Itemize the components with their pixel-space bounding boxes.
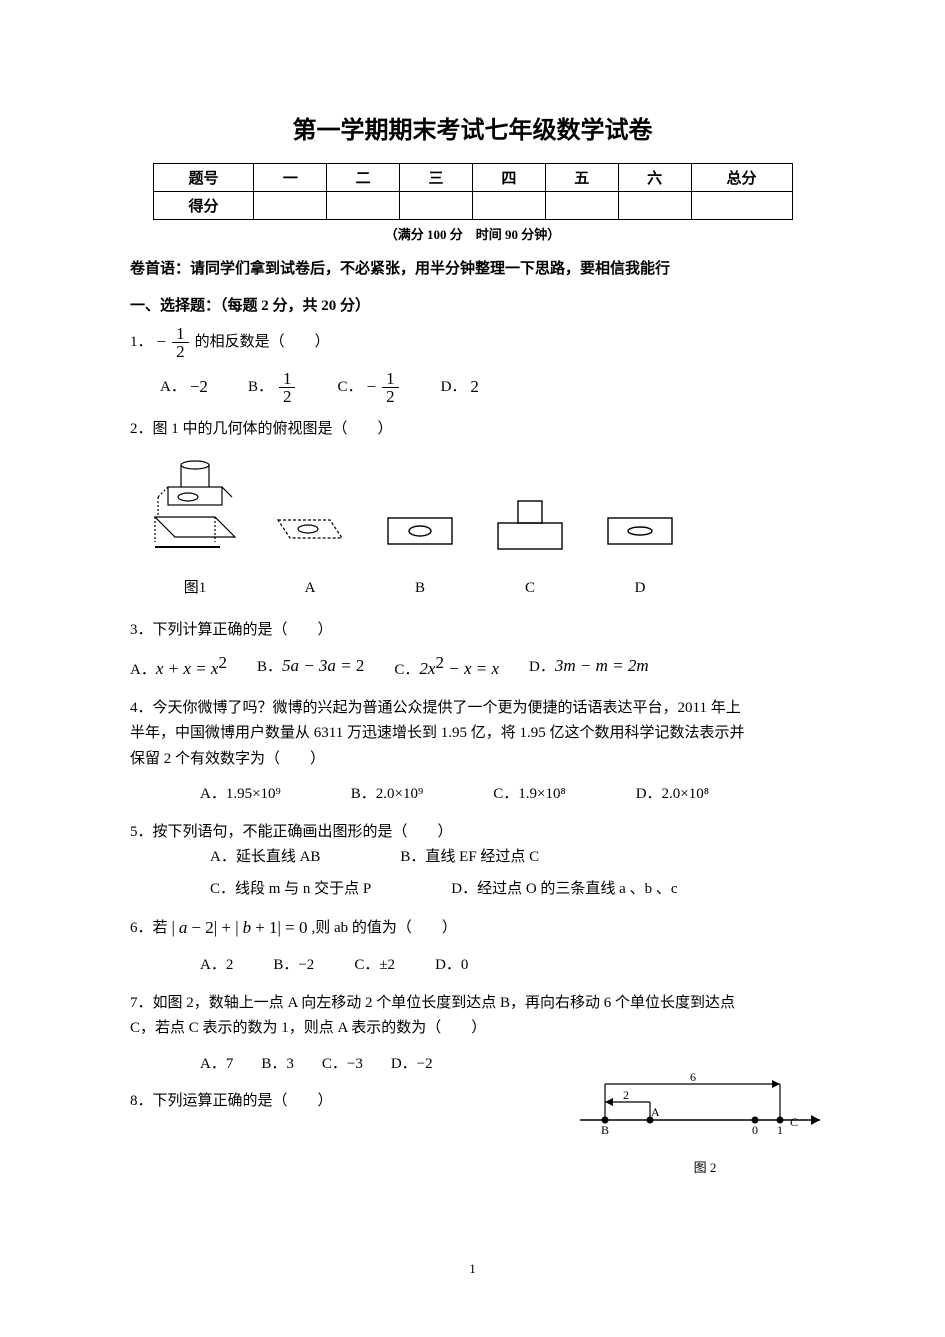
table-cell: 题号 xyxy=(153,164,254,192)
q2-label-1: A xyxy=(270,576,350,602)
q6-opt-d: D．0 xyxy=(435,953,468,979)
q4-line1: 4．今天你微博了吗？微博的兴起为普通公众提供了一个更为便捷的话语表达平台，201… xyxy=(130,696,815,722)
solid-figure-icon xyxy=(150,457,240,567)
q5-opt-d: D．经过点 O 的三条直线 a 、b 、c xyxy=(451,877,677,903)
q4-opt-a: A．1.95×10⁹ xyxy=(200,782,281,808)
q4-line2: 半年，中国微博用户数量从 6311 万迅速增长到 1.95 亿，将 1.95 亿… xyxy=(130,721,815,747)
option-b-icon xyxy=(380,512,460,567)
table-cell xyxy=(618,192,691,220)
q1-stem-pre: 1． xyxy=(130,330,153,356)
option-c-icon xyxy=(490,497,570,567)
fraction-icon: 12 xyxy=(172,325,189,360)
q3-stem: 3．下列计算正确的是（ ） xyxy=(130,618,815,644)
svg-text:C: C xyxy=(790,1115,798,1129)
page-title: 第一学期期末考试七年级数学试卷 xyxy=(130,110,815,145)
table-cell xyxy=(327,192,400,220)
preface: 卷首语：请同学们拿到试卷后，不必紧张，用半分钟整理一下思路，要相信我能行 xyxy=(130,257,815,278)
question-5: 5．按下列语句，不能正确画出图形的是（ ） A．延长直线 AB B．直线 EF 经… xyxy=(130,820,815,903)
q7-line1: 7．如图 2，数轴上一点 A 向左移动 2 个单位长度到达点 B，再向右移动 6… xyxy=(130,991,815,1017)
q7-opt-c: C．−3 xyxy=(322,1052,363,1078)
q4-opt-c: C．1.9×10⁸ xyxy=(493,782,565,808)
q2-label-3: C xyxy=(490,576,570,602)
question-3: 3．下列计算正确的是（ ） A．x + x = x2 B．5a − 3a = 2… xyxy=(130,618,815,684)
table-cell xyxy=(691,192,792,220)
question-4: 4．今天你微博了吗？微博的兴起为普通公众提供了一个更为便捷的话语表达平台，201… xyxy=(130,696,815,808)
q2-stem: 2．图 1 中的几何体的俯视图是（ ） xyxy=(130,417,815,443)
svg-text:1: 1 xyxy=(777,1123,783,1137)
q2-figure-1: 图1 xyxy=(150,457,240,602)
q1-opt-c: C．−12 xyxy=(337,370,400,405)
svg-text:B: B xyxy=(601,1123,609,1137)
question-2: 2．图 1 中的几何体的俯视图是（ ） 图1 xyxy=(130,417,815,602)
table-cell: 四 xyxy=(472,164,545,192)
table-cell xyxy=(545,192,618,220)
section-heading: 一、选择题：（每题 2 分，共 20 分） xyxy=(130,294,815,315)
table-cell: 六 xyxy=(618,164,691,192)
q2-option-c: C xyxy=(490,497,570,602)
q4-opt-d: D．2.0×10⁸ xyxy=(636,782,709,808)
q1-stem-post: 的相反数是（ ） xyxy=(195,330,330,356)
q3-opt-b: B．5a − 3a = 2 xyxy=(257,652,364,681)
q2-option-d: D xyxy=(600,512,680,602)
q4-line3: 保留 2 个有效数字为（ ） xyxy=(130,747,815,773)
page-number: 1 xyxy=(0,1261,945,1277)
q1-opt-b: B．12 xyxy=(248,370,298,405)
svg-text:0: 0 xyxy=(752,1123,758,1137)
q2-option-b: B xyxy=(380,512,460,602)
q6-opt-c: C．±2 xyxy=(354,953,395,979)
table-cell: 总分 xyxy=(691,164,792,192)
option-d-icon xyxy=(600,512,680,567)
q6-post: ,则 ab 的值为（ ） xyxy=(311,916,456,942)
svg-text:A: A xyxy=(651,1105,660,1119)
q3-opt-a: A．x + x = x2 xyxy=(130,649,227,684)
score-table: 题号 一 二 三 四 五 六 总分 得分 xyxy=(153,163,793,220)
table-cell: 一 xyxy=(254,164,327,192)
exam-meta: （满分 100 分 时间 90 分钟） xyxy=(130,224,815,243)
question-1: 1． −12 的相反数是（ ） A．−2 B．12 C．−12 D．2 xyxy=(130,325,815,405)
question-7: 7．如图 2，数轴上一点 A 向左移动 2 个单位长度到达点 B，再向右移动 6… xyxy=(130,991,815,1078)
table-cell: 二 xyxy=(327,164,400,192)
q2-label-2: B xyxy=(380,576,460,602)
table-cell: 五 xyxy=(545,164,618,192)
q6-opt-b: B．−2 xyxy=(273,953,314,979)
q7-opt-b: B．3 xyxy=(261,1052,294,1078)
q3-opt-d: D．3m − m = 2m xyxy=(529,652,649,681)
q1-opt-d: D．2 xyxy=(441,373,479,402)
table-cell: 三 xyxy=(400,164,473,192)
number-line-icon: 6 2 B A C 0 1 xyxy=(575,1072,835,1152)
q5-opt-b: B．直线 EF 经过点 C xyxy=(400,845,539,871)
q4-opt-b: B．2.0×10⁹ xyxy=(351,782,423,808)
q2-option-a: A xyxy=(270,512,350,602)
svg-text:6: 6 xyxy=(690,1072,696,1084)
q7-opt-d: D．−2 xyxy=(391,1052,433,1078)
q2-label-0: 图1 xyxy=(150,576,240,602)
q7-figcap: 图 2 xyxy=(575,1157,835,1176)
table-row: 得分 xyxy=(153,192,792,220)
q7-opt-a: A．7 xyxy=(200,1052,233,1078)
option-a-icon xyxy=(270,512,350,567)
q5-opt-a: A．延长直线 AB xyxy=(210,845,320,871)
q5-opt-c: C．线段 m 与 n 交于点 P xyxy=(210,877,371,903)
table-cell xyxy=(400,192,473,220)
q6-opt-a: A．2 xyxy=(200,953,233,979)
table-cell xyxy=(254,192,327,220)
question-6: 6．若 |a − 2| + |b + 1| = 0 ,则 ab 的值为（ ） A… xyxy=(130,914,815,978)
q7-line2: C，若点 C 表示的数为 1，则点 A 表示的数为（ ） xyxy=(130,1016,555,1042)
q3-opt-c: C．2x2 − x = x xyxy=(394,649,499,684)
svg-text:2: 2 xyxy=(623,1088,629,1102)
q7-number-line: 6 2 B A C 0 1 图 2 xyxy=(575,1072,835,1176)
q5-stem: 5．按下列语句，不能正确画出图形的是（ ） xyxy=(130,820,815,846)
q6-pre: 6．若 xyxy=(130,916,168,942)
q2-label-4: D xyxy=(600,576,680,602)
table-row: 题号 一 二 三 四 五 六 总分 xyxy=(153,164,792,192)
q1-opt-a: A．−2 xyxy=(160,373,208,402)
table-cell: 得分 xyxy=(153,192,254,220)
table-cell xyxy=(472,192,545,220)
